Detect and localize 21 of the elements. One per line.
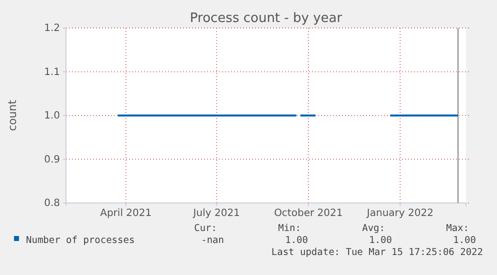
y-tick-label: 1.0 (44, 110, 60, 122)
text: 1.00 (453, 235, 476, 246)
chart-title: Process count - by year (190, 11, 343, 26)
x-tick-label: April 2021 (100, 208, 152, 220)
text: -nan (201, 235, 224, 246)
x-tick-label: October 2021 (274, 208, 343, 220)
text: Max: (446, 223, 469, 234)
y-axis-title: count (6, 99, 19, 132)
text: Last update: Tue Mar 15 17:25:06 2022 (271, 247, 483, 258)
x-tick-label: July 2021 (192, 208, 240, 220)
text: 1.00 (369, 235, 392, 246)
y-tick-label: 1.2 (44, 23, 60, 34)
text: Avg: (362, 223, 385, 234)
y-tick-label: 1.1 (44, 66, 60, 78)
x-tick-label: January 2022 (366, 208, 434, 220)
y-tick-label: 0.8 (44, 198, 60, 210)
text: 1.00 (285, 235, 308, 246)
y-tick-label: 0.9 (44, 154, 60, 166)
text: Cur: (194, 223, 217, 234)
legend-label: Number of processes (26, 235, 135, 246)
text: Min: (278, 223, 301, 234)
